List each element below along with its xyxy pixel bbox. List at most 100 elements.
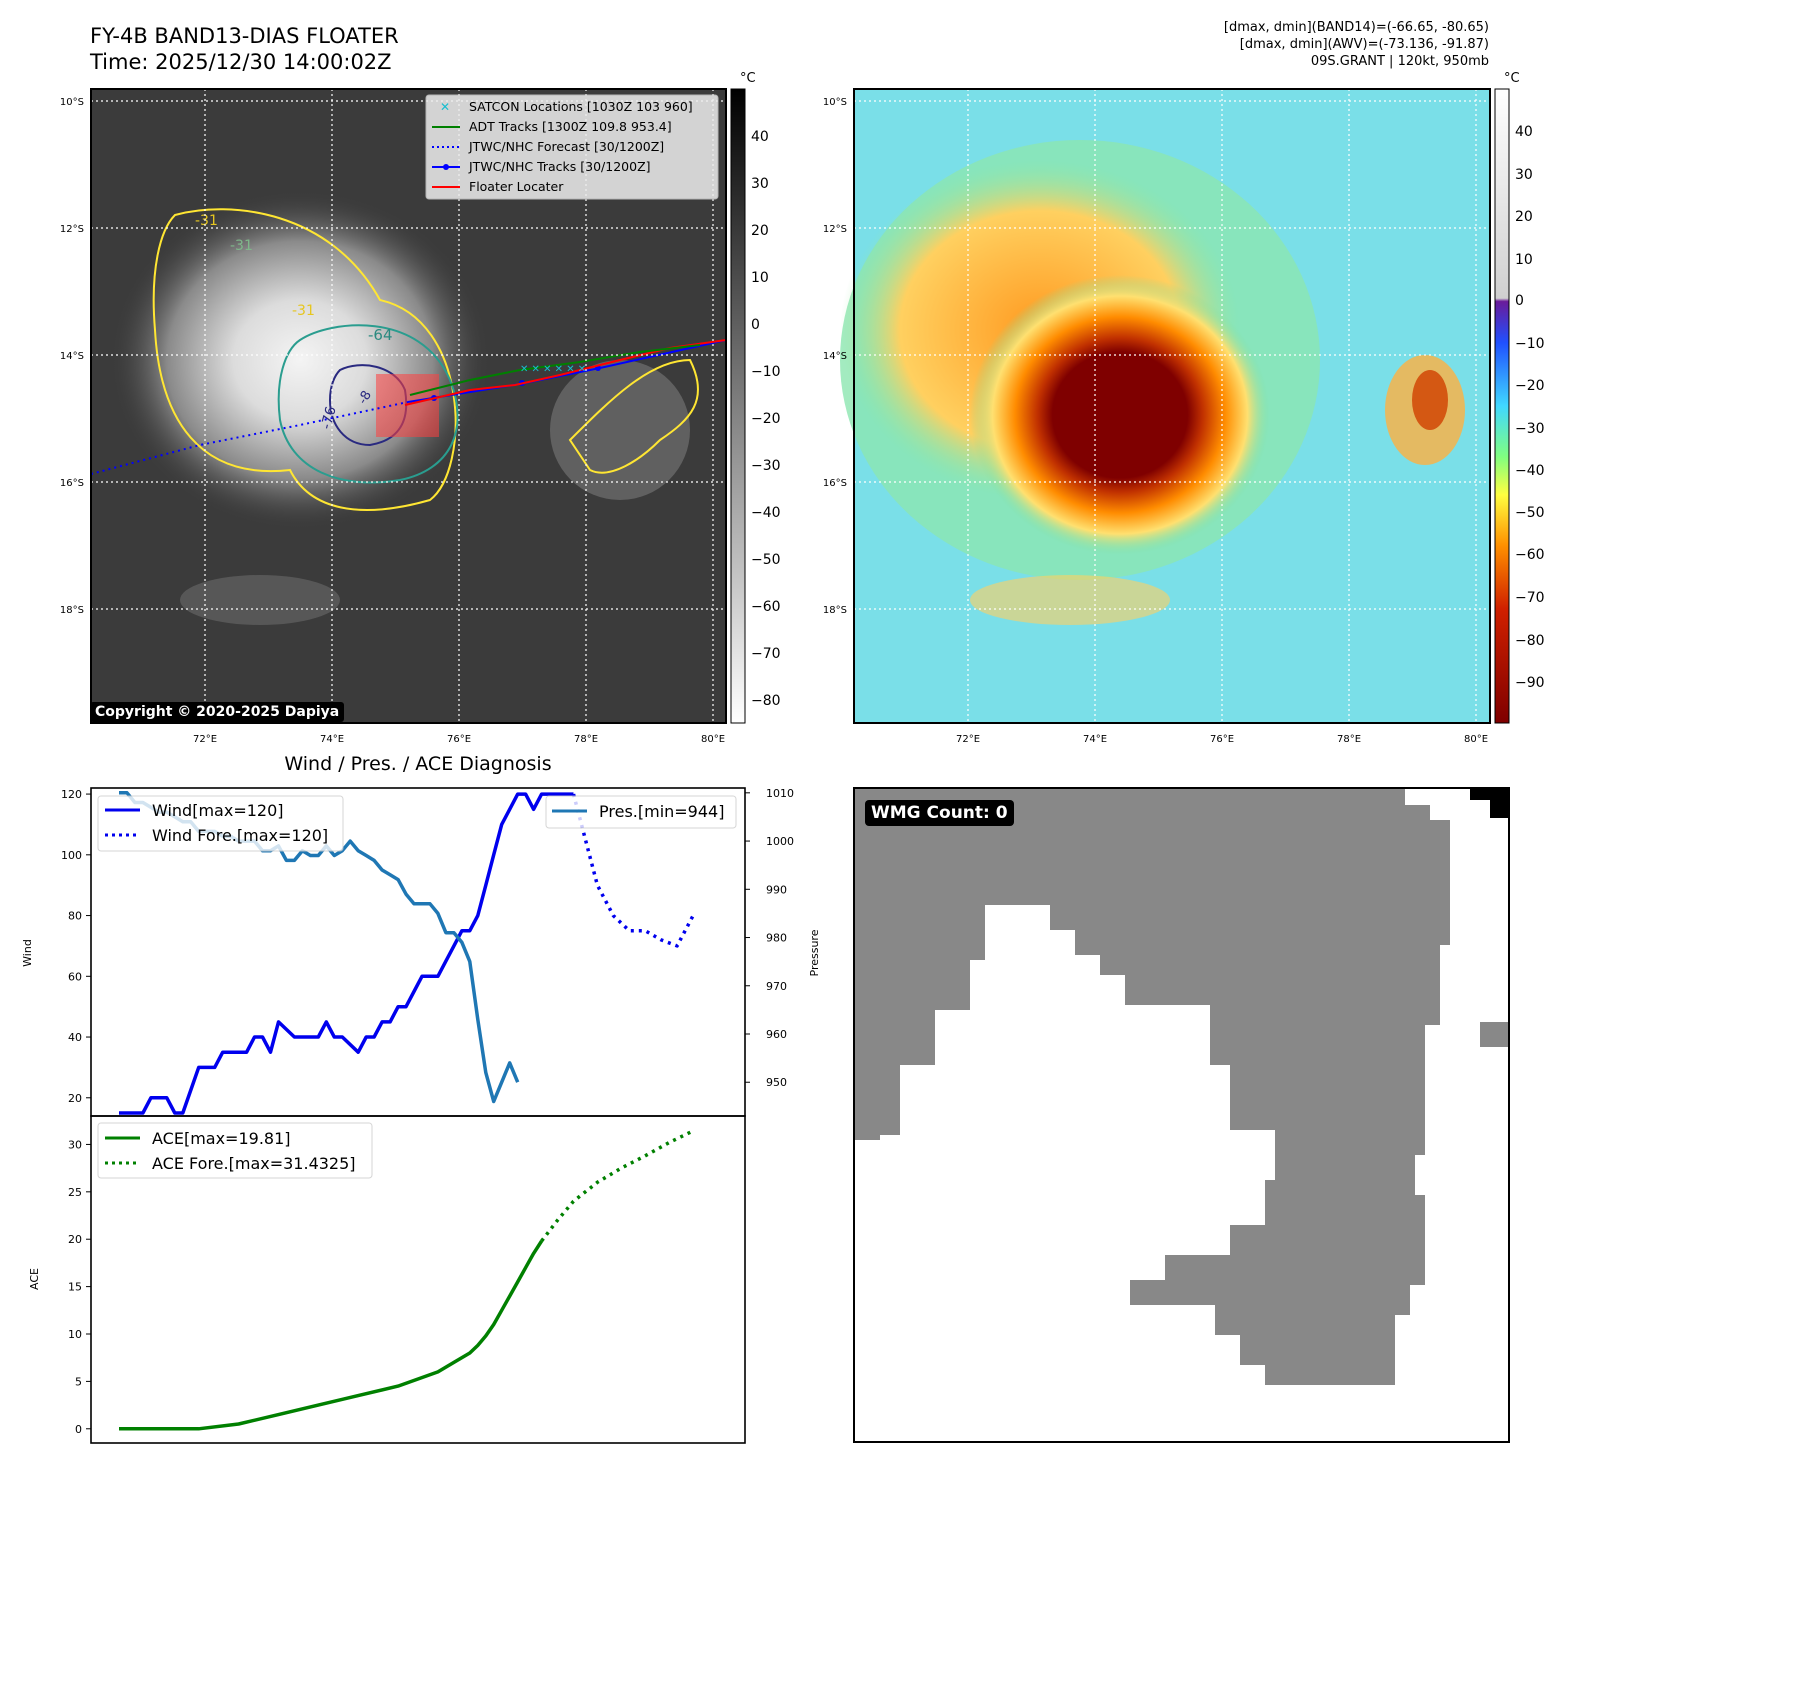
- lon-label: 74°E: [320, 734, 344, 745]
- main-time: Time: 2025/12/30 14:00:02Z: [90, 50, 392, 74]
- ace-tick-label: 0: [75, 1423, 82, 1436]
- lat-label: 14°S: [823, 351, 847, 362]
- gray-cbar-tick: −30: [751, 458, 781, 474]
- gray-cbar-tick: 30: [751, 176, 769, 192]
- contour-teal: [277, 324, 459, 484]
- ace-axis-label: ACE: [28, 1268, 41, 1290]
- contour-yellow: [152, 208, 457, 511]
- wmg-count-badge: WMG Count: 0: [865, 800, 1014, 826]
- lon-label: 80°E: [701, 734, 725, 745]
- lon-label: 72°E: [956, 734, 980, 745]
- color-cbar-tick: −40: [1515, 463, 1545, 479]
- contour-navy: [328, 364, 408, 447]
- wind-tick-label: 120: [61, 788, 82, 801]
- pressure-tick-label: 980: [766, 932, 787, 945]
- wmg-gray-edge: [1480, 1022, 1509, 1047]
- lat-label: 18°S: [60, 605, 84, 616]
- right-title-band14: [dmax, dmin](BAND14)=(-66.65, -80.65): [1223, 20, 1489, 35]
- gray-cbar-tick: 20: [751, 223, 769, 239]
- color-cloud-core: [970, 275, 1270, 555]
- ace-tick-label: 10: [68, 1328, 82, 1341]
- ace-tick-label: 30: [68, 1138, 82, 1151]
- color-cbar-tick: −70: [1515, 590, 1545, 606]
- color-east-core: [1412, 370, 1448, 430]
- ir-band-cloud: [180, 575, 340, 625]
- pressure-axis-label: Pressure: [808, 929, 820, 976]
- contour-label: -64: [368, 326, 393, 344]
- series-windline: [119, 792, 574, 1115]
- ace-tick-label: 15: [68, 1281, 82, 1294]
- wmg-frame: [853, 787, 1510, 1443]
- ir-cloud-mass: [110, 190, 490, 530]
- color-cbar-tick: 30: [1515, 167, 1533, 183]
- gray-cbar-tick: −80: [751, 693, 781, 709]
- ir-outer-cloud: [550, 360, 690, 500]
- color-cbar-tick: −20: [1515, 378, 1545, 394]
- legend-wind-fore: Wind Fore.[max=120]: [152, 826, 328, 845]
- wind-tick-label: 100: [61, 849, 82, 862]
- color-colorbar-unit: °C: [1504, 71, 1520, 86]
- color-map-panel: 10°S 12°S 14°S 16°S 18°S 72°E 74°E 76°E …: [823, 71, 1545, 745]
- color-frame: [853, 88, 1491, 724]
- pressure-tick-label: 990: [766, 883, 787, 896]
- wmg-panel: [853, 787, 1510, 1443]
- contour-label: -31: [195, 213, 218, 229]
- gray-cbar-tick: −20: [751, 411, 781, 427]
- gray-cbar-tick: −60: [751, 599, 781, 615]
- legend-ace-fore: ACE Fore.[max=31.4325]: [152, 1154, 356, 1173]
- right-title-storm: 09S.GRANT | 120kt, 950mb: [1310, 54, 1489, 69]
- gray-cbar-tick: −10: [751, 364, 781, 380]
- satcon-legend-icon: ✕: [440, 100, 450, 114]
- right-title-awv: [dmax, dmin](AWV)=(-73.136, -91.87): [1239, 37, 1489, 52]
- contour-label: -76: [318, 405, 339, 431]
- adt-track: [409, 344, 701, 396]
- color-colorbar: [1494, 88, 1510, 724]
- legend-jtwc-forecast: JTWC/NHC Forecast [30/1200Z]: [468, 139, 664, 154]
- lat-label: 10°S: [823, 97, 847, 108]
- color-cbar-tick: 10: [1515, 252, 1533, 268]
- wind-tick-label: 20: [68, 1092, 82, 1105]
- ace-tick-label: 20: [68, 1233, 82, 1246]
- legend-jtwc-tracks: JTWC/NHC Tracks [30/1200Z]: [468, 159, 651, 174]
- ace-tick-label: 5: [75, 1375, 82, 1388]
- wind-tick-label: 60: [68, 970, 82, 983]
- wmg-black-corner: [1470, 788, 1509, 818]
- lon-label: 78°E: [1337, 734, 1361, 745]
- contour-yellow-east: [568, 358, 700, 474]
- contour-label: -31: [292, 303, 315, 319]
- ace-tick-label: 25: [68, 1186, 82, 1199]
- color-cbar-tick: −90: [1515, 675, 1545, 691]
- pressure-tick-label: 960: [766, 1028, 787, 1041]
- color-cbar-tick: 0: [1515, 293, 1524, 309]
- color-cbar-tick: 40: [1515, 124, 1533, 140]
- ir-frame: [90, 88, 727, 724]
- legend-adt: ADT Tracks [1300Z 109.8 953.4]: [469, 119, 672, 134]
- gray-colorbar: [730, 88, 746, 724]
- copyright-badge: Copyright © 2020-2025 Dapiya: [90, 702, 345, 722]
- ir-legend: ✕ SATCON Locations [1030Z 103 960] ADT T…: [425, 94, 719, 200]
- lon-label: 80°E: [1464, 734, 1488, 745]
- color-cbar-tick: −30: [1515, 421, 1545, 437]
- wind-tick-label: 40: [68, 1031, 82, 1044]
- color-cbar-tick: −10: [1515, 336, 1545, 352]
- lat-label: 10°S: [60, 97, 84, 108]
- main-title: FY-4B BAND13-DIAS FLOATER: [90, 24, 399, 48]
- pressure-legend: Pres.[min=944]: [545, 795, 737, 829]
- ace-line: [119, 1240, 544, 1431]
- wind-tick-label: 80: [68, 910, 82, 923]
- lon-label: 74°E: [1083, 734, 1107, 745]
- gray-cbar-tick: −50: [751, 552, 781, 568]
- lat-label: 16°S: [60, 478, 84, 489]
- diagnosis-panel: Wind / Pres. / ACE Diagnosis Wind Pressu…: [21, 753, 820, 1444]
- wmg-gray-region: [854, 788, 1450, 1385]
- color-cbar-tick: −80: [1515, 633, 1545, 649]
- legend-wind: Wind[max=120]: [152, 801, 284, 820]
- lat-label: 12°S: [823, 224, 847, 235]
- legend-pressure: Pres.[min=944]: [599, 802, 724, 821]
- lat-label: 12°S: [60, 224, 84, 235]
- lon-label: 76°E: [1210, 734, 1234, 745]
- gray-cbar-tick: −40: [751, 505, 781, 521]
- pressure-tick-label: 970: [766, 980, 787, 993]
- ace-frame: [90, 1115, 746, 1444]
- color-cbar-tick: −50: [1515, 505, 1545, 521]
